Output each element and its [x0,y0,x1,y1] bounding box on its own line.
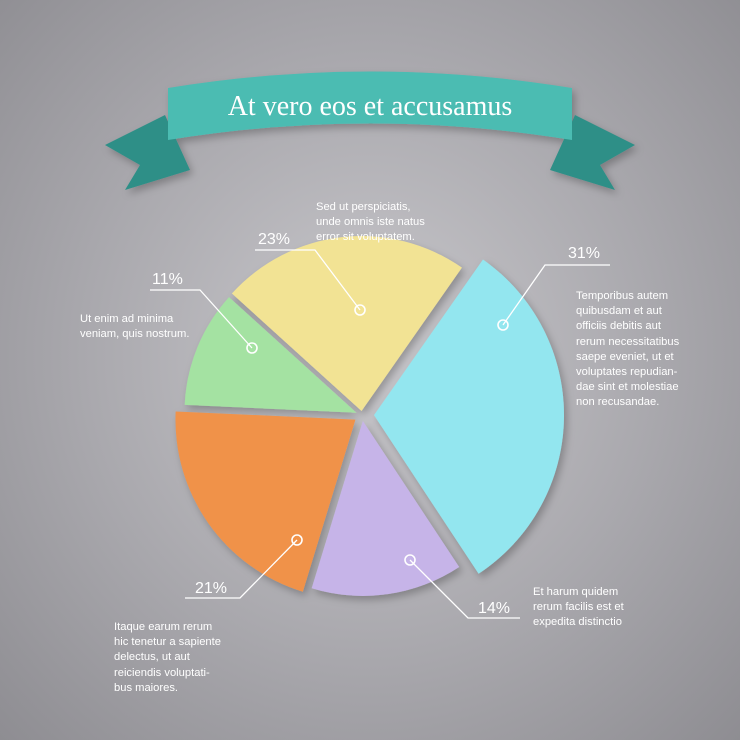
marker-31 [497,319,509,331]
description-14: Et harum quidem rerum facilis est et exp… [533,586,624,629]
slice-21 [175,411,356,592]
marker-23 [354,304,366,316]
leader-line-23 [255,249,361,311]
slice-11 [184,297,357,413]
description-21: Itaque earum rerum hic tenetur a sapient… [114,621,221,694]
label-11: 11% [152,271,183,288]
slice-31 [373,259,564,574]
chart-title: At vero eos et accusamus [228,91,513,122]
markers [246,304,509,566]
ribbon-body [168,71,572,140]
marker-11 [246,342,258,354]
title-ribbon: At vero eos et accusamus [105,71,635,190]
leader-line-31 [502,264,610,326]
slice-23 [231,236,462,412]
marker-14 [404,554,416,566]
description-11: Ut enim ad minima veniam, quis nostrum. [80,313,190,341]
description-23: Sed ut perspiciatis, unde omnis iste nat… [316,201,425,244]
marker-21 [291,534,303,546]
label-14: 14% [478,600,510,617]
slice-14 [311,420,460,596]
description-31: Temporibus autem quibusdam et aut offici… [576,290,680,409]
pie-slices [175,236,564,596]
leader-line-11 [150,289,253,349]
leader-line-21 [185,539,298,599]
label-21: 21% [195,580,227,597]
leader-line-14 [409,559,520,619]
label-23: 23% [258,231,290,248]
callouts [150,249,610,619]
label-31: 31% [568,245,600,262]
